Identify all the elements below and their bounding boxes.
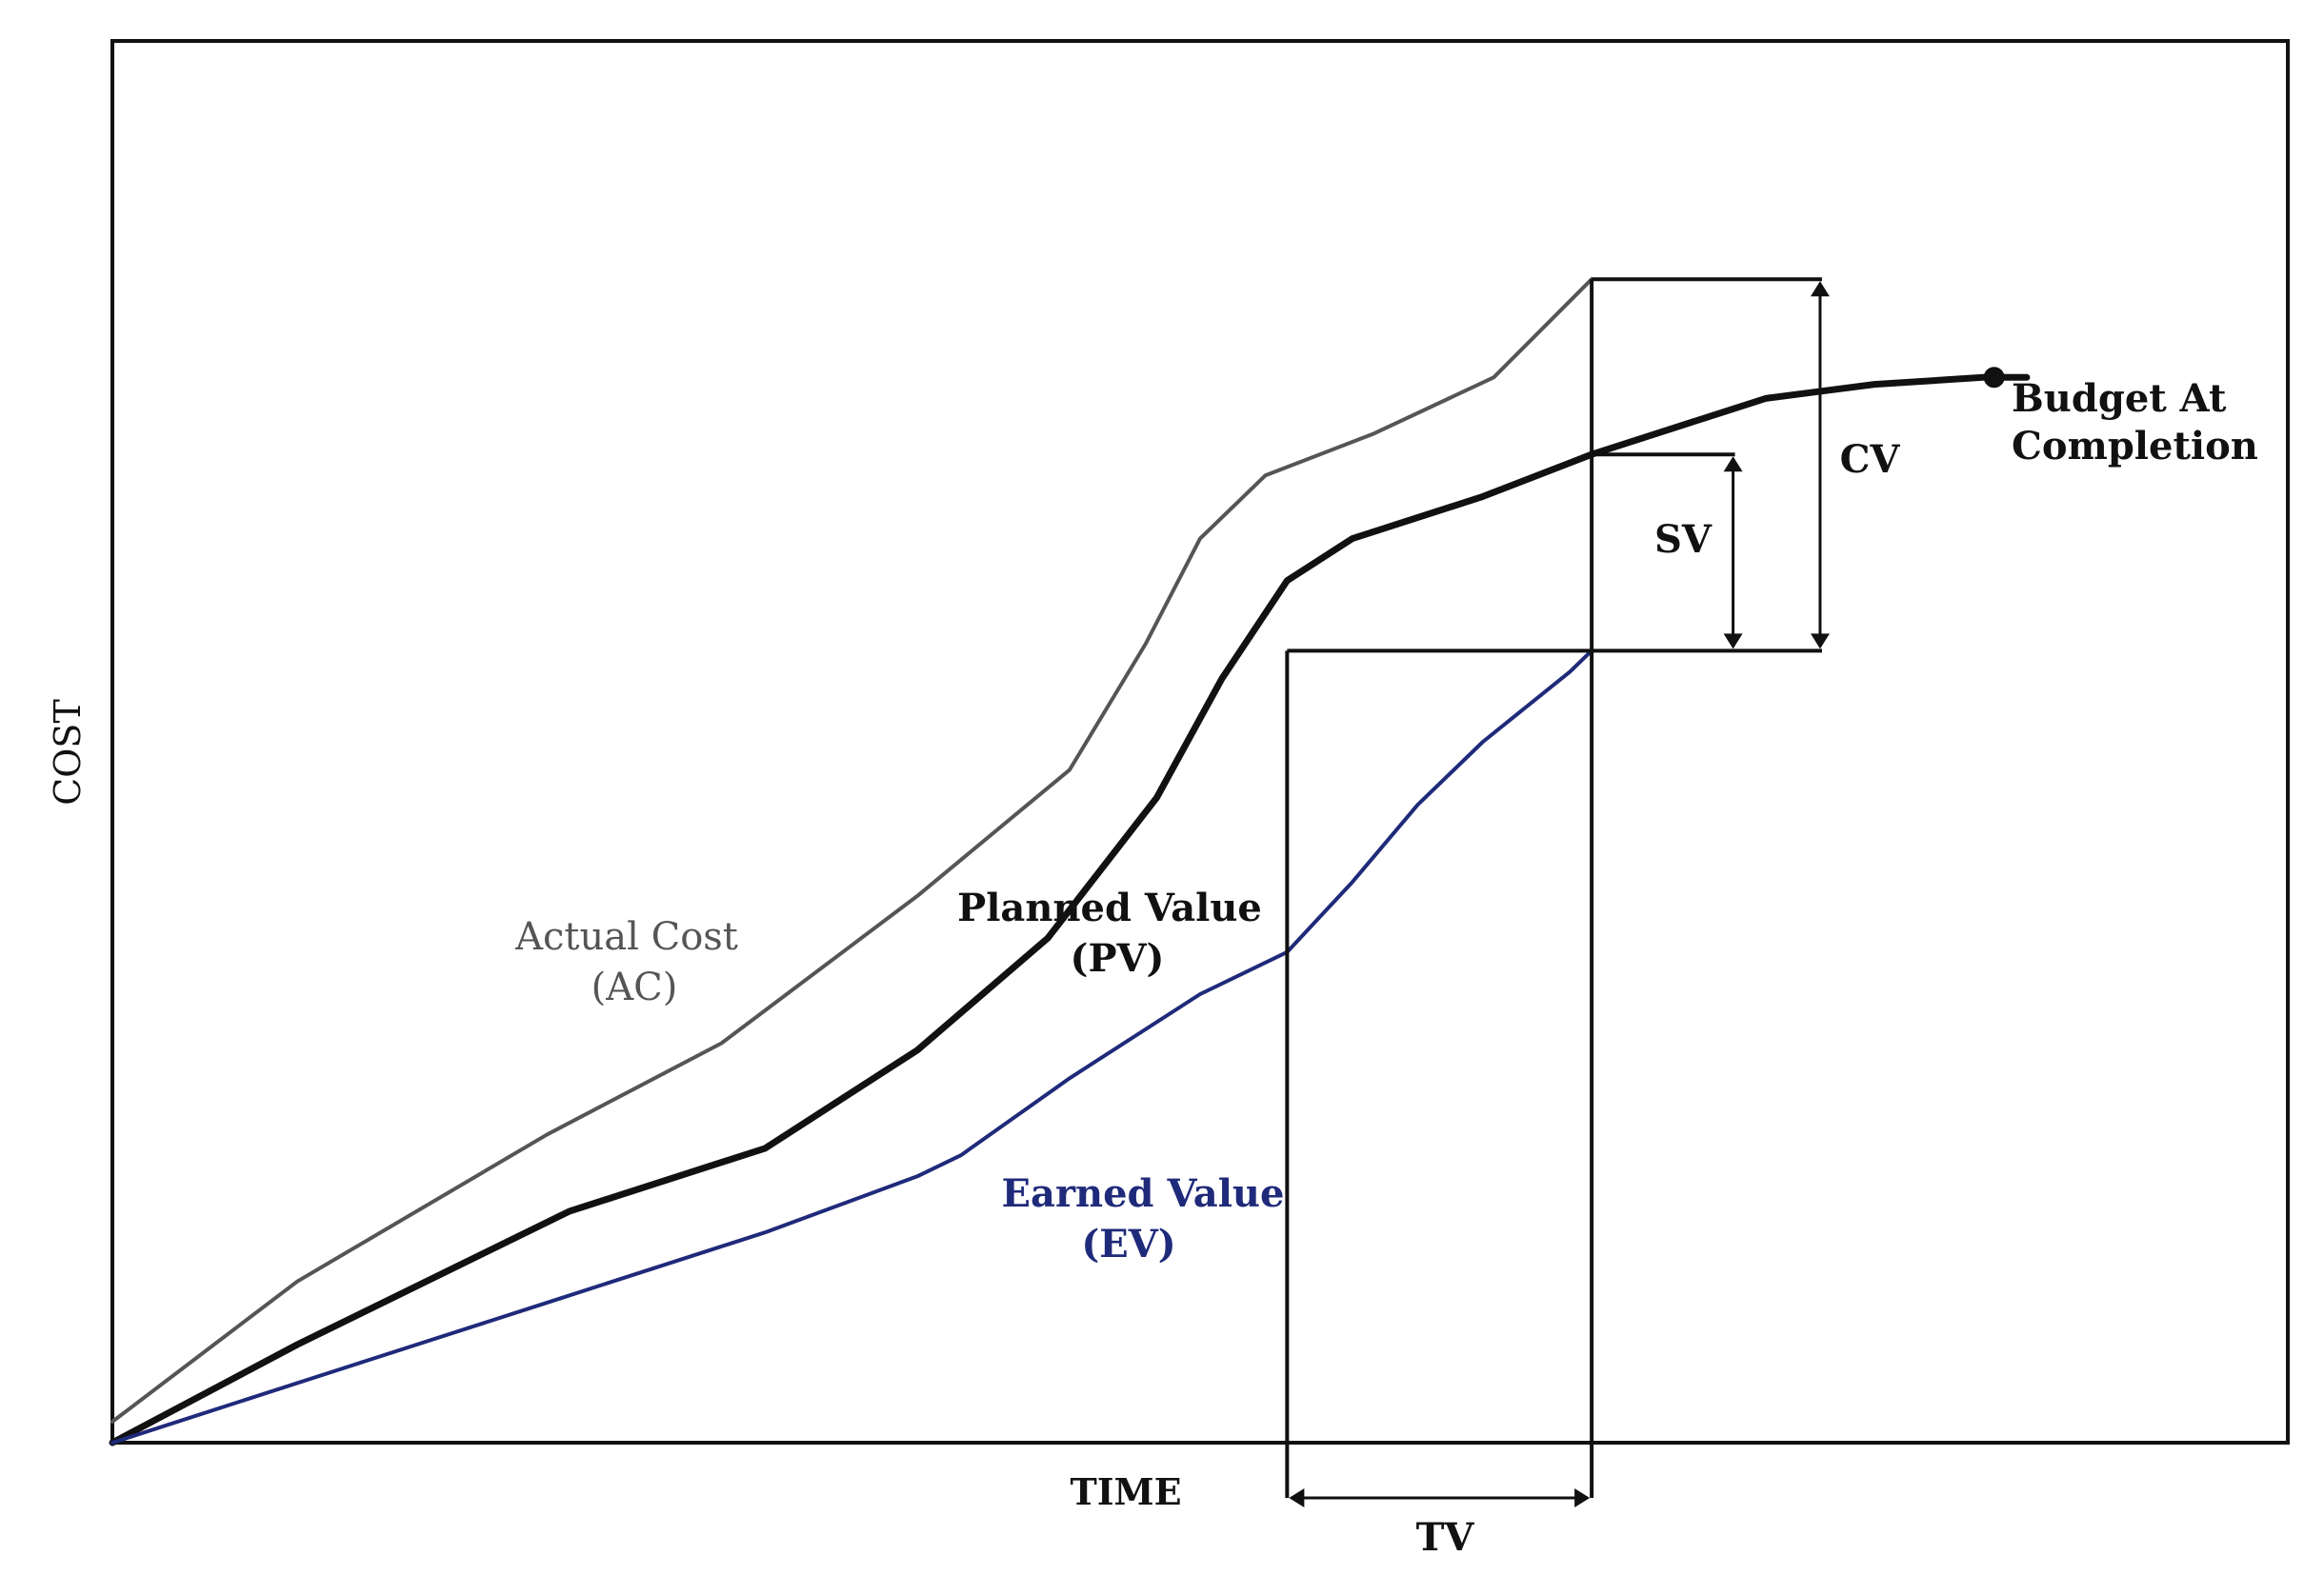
plot-frame — [110, 39, 2290, 1445]
budget-at-completion-marker — [1983, 367, 2005, 389]
schedule-variance-label: SV — [1654, 517, 1713, 562]
variance-layer — [1285, 277, 1830, 1507]
actual-cost-label-line1: Actual Cost — [514, 915, 738, 959]
sv-arrow-bottom — [1723, 633, 1743, 649]
actual-cost-label-line2: (AC) — [591, 966, 678, 1009]
tv-arrow-left — [1289, 1488, 1305, 1507]
series-layer — [109, 277, 2031, 1446]
x-axis-label: TIME — [1070, 1470, 1181, 1513]
planned-value-label-line2: (PV) — [1071, 936, 1165, 981]
time-variance-label: TV — [1416, 1515, 1475, 1560]
planned-value-label-line1: Planned Value — [957, 886, 1262, 930]
y-axis-label: COST — [47, 699, 89, 806]
budget-at-completion-label-line1: Budget At — [2012, 376, 2227, 421]
cv-arrow-top — [1810, 281, 1830, 297]
budget-at-completion-label-line2: Completion — [2012, 424, 2258, 469]
cv-arrow-bottom — [1810, 633, 1830, 649]
sv-arrow-top — [1723, 456, 1743, 472]
cost-variance-label: CV — [1840, 437, 1901, 482]
tv-arrow-right — [1574, 1488, 1591, 1507]
actual-cost-line — [110, 277, 1594, 1424]
planned-value-line — [109, 373, 2031, 1446]
earned-value-line — [110, 648, 1594, 1445]
earned-value-label-line2: (EV) — [1081, 1222, 1175, 1267]
earned-value-label-line1: Earned Value — [1002, 1171, 1285, 1216]
